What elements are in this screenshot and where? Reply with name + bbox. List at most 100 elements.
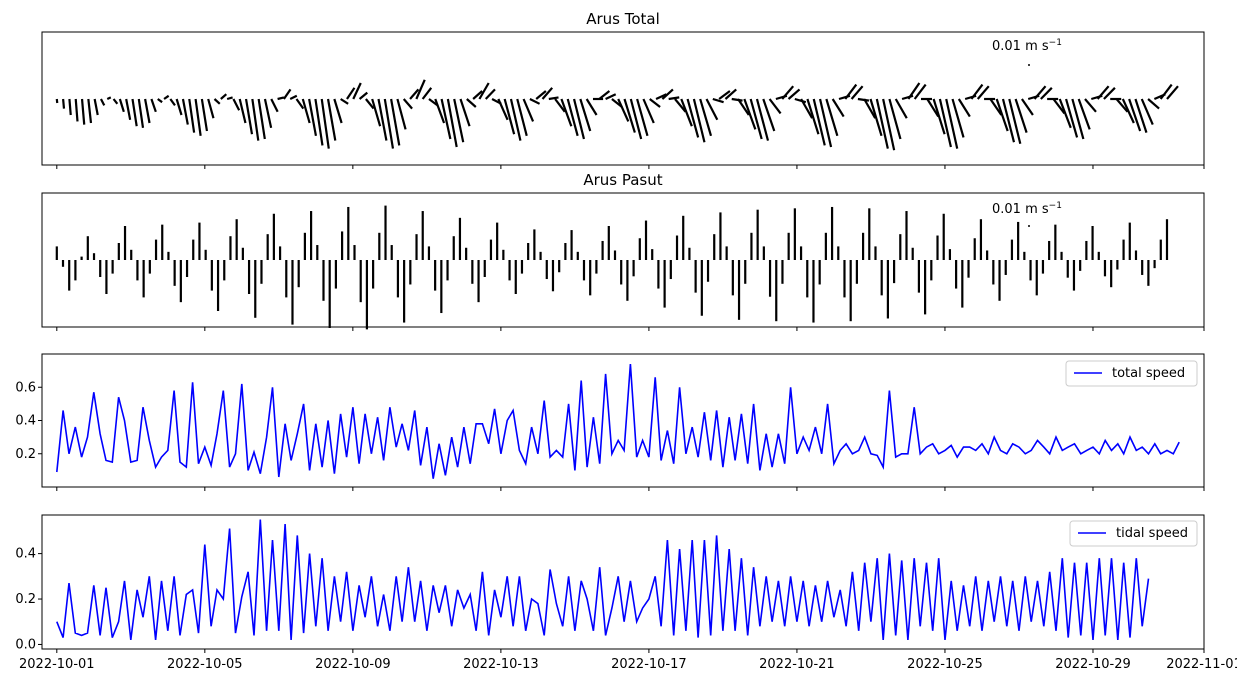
quiver-arrow	[238, 98, 247, 124]
quiver-arrow	[1140, 98, 1154, 126]
x-ticks	[56, 165, 1205, 169]
quiver-arrow	[163, 94, 170, 100]
quiver-arrow	[1166, 85, 1179, 100]
quiver-arrow	[93, 98, 99, 116]
quiver-arrow	[1115, 98, 1129, 113]
legend-label: total speed	[1112, 366, 1185, 381]
quiver-arrow	[566, 98, 579, 137]
quiver-arrow	[1096, 85, 1110, 100]
quiver-arrow	[649, 98, 661, 108]
quiver-arrow	[1040, 87, 1053, 100]
axes-frame	[41, 192, 1205, 328]
quiver-arrow	[945, 98, 959, 149]
quiver-arrow	[503, 98, 516, 135]
quiver-arrow	[705, 98, 719, 121]
quiver-arrow	[1134, 98, 1148, 133]
quiver-arrow	[749, 98, 763, 140]
quiver-arrow	[213, 98, 221, 105]
quiver-arrow	[629, 98, 643, 140]
quiver-arrow	[1121, 98, 1135, 124]
quiver-arrow	[157, 98, 163, 104]
quiver-arrow	[80, 98, 86, 125]
y-tick-label: 0.2	[15, 447, 36, 462]
quiver-arrow	[340, 98, 349, 105]
quiver-arrow	[194, 98, 202, 136]
x-tick-label: 2022-10-13	[463, 657, 539, 672]
quiver-arrow	[768, 98, 782, 115]
quiver-arrow	[535, 90, 547, 100]
quiver-arrow	[402, 98, 413, 110]
quiver-arrow	[989, 98, 1003, 116]
quiver-arrow	[699, 98, 713, 137]
quiver-arrow	[825, 98, 839, 137]
quiver-arrow	[692, 98, 706, 143]
quiver-arrow	[220, 93, 228, 100]
quiver-key-arrow	[1028, 225, 1030, 227]
quiver-arrow	[270, 98, 279, 113]
quiver-arrow	[680, 98, 693, 127]
quiver-arrow	[244, 98, 254, 135]
quiver-arrow	[548, 96, 559, 101]
quiver-arrow	[869, 98, 883, 137]
quiver-arrow	[434, 98, 446, 124]
quiver-arrows	[55, 79, 1179, 151]
quiver-arrow	[415, 79, 426, 100]
quiver-arrow	[888, 98, 902, 140]
x-tick-label: 2022-10-01	[19, 657, 95, 672]
quiver-arrow	[509, 98, 522, 141]
quiver-arrow	[1008, 98, 1022, 145]
quiver-arrow	[1071, 98, 1085, 140]
quiver-arrow	[346, 87, 356, 100]
quiver-arrow	[655, 93, 667, 100]
x-tick-label: 2022-10-29	[1055, 657, 1131, 672]
y-ticks: 0.2 0.4 0.6	[15, 380, 42, 462]
quiver-arrow	[541, 87, 554, 100]
x-tick-label: 2022-10-25	[907, 657, 983, 672]
quiver-arrow	[636, 98, 649, 137]
quiver-arrow	[226, 96, 233, 101]
legend: total speed	[1065, 360, 1198, 387]
quiver-arrow	[579, 98, 592, 132]
quiver-arrow	[326, 98, 337, 141]
quiver-arrow	[295, 98, 305, 110]
y-tick-label: 0.2	[15, 592, 36, 607]
quiver-arrow	[1077, 98, 1091, 130]
quiver-arrow	[668, 96, 680, 101]
axes-frame	[41, 31, 1205, 166]
quiver-arrow	[863, 98, 877, 119]
quiver-arrow	[207, 98, 215, 119]
quiver-key-arrow	[1028, 64, 1030, 66]
y-tick-label: 0.6	[15, 380, 36, 395]
quiver-arrow	[957, 98, 971, 118]
quiver-arrow	[1021, 98, 1034, 116]
quiver-arrow	[913, 83, 927, 100]
quiver-arrow	[642, 98, 655, 124]
quiver-arrow	[118, 98, 125, 113]
quiver-arrow	[755, 98, 770, 141]
quiver-arrow	[976, 85, 990, 100]
quiver-arrow	[831, 98, 845, 118]
legend-box	[1065, 360, 1198, 387]
quiver-arrow	[781, 85, 795, 100]
quiver-arrow	[850, 85, 864, 100]
quiver-arrow	[62, 98, 66, 109]
quiver-arrow	[390, 98, 401, 146]
quiver-arrow	[554, 98, 566, 113]
quiver-arrow	[352, 82, 362, 100]
quiver-arrow	[1052, 98, 1066, 115]
quiver-arrow	[812, 98, 826, 146]
quiver-arrow	[1128, 98, 1142, 132]
quiver-arrow	[371, 98, 382, 127]
quiver-arrow	[907, 82, 921, 100]
quiver-arrow	[712, 97, 724, 104]
quiver-arrow	[605, 93, 617, 100]
quiver-arrow	[314, 98, 324, 146]
quiver-arrow	[800, 98, 814, 119]
quiver-arrow	[794, 97, 807, 104]
quiver-arrow	[585, 98, 598, 116]
quiver-arrow	[970, 83, 984, 100]
quiver-arrow	[1065, 98, 1079, 138]
x-ticks	[56, 487, 1205, 491]
quiver-arrow	[882, 98, 896, 151]
